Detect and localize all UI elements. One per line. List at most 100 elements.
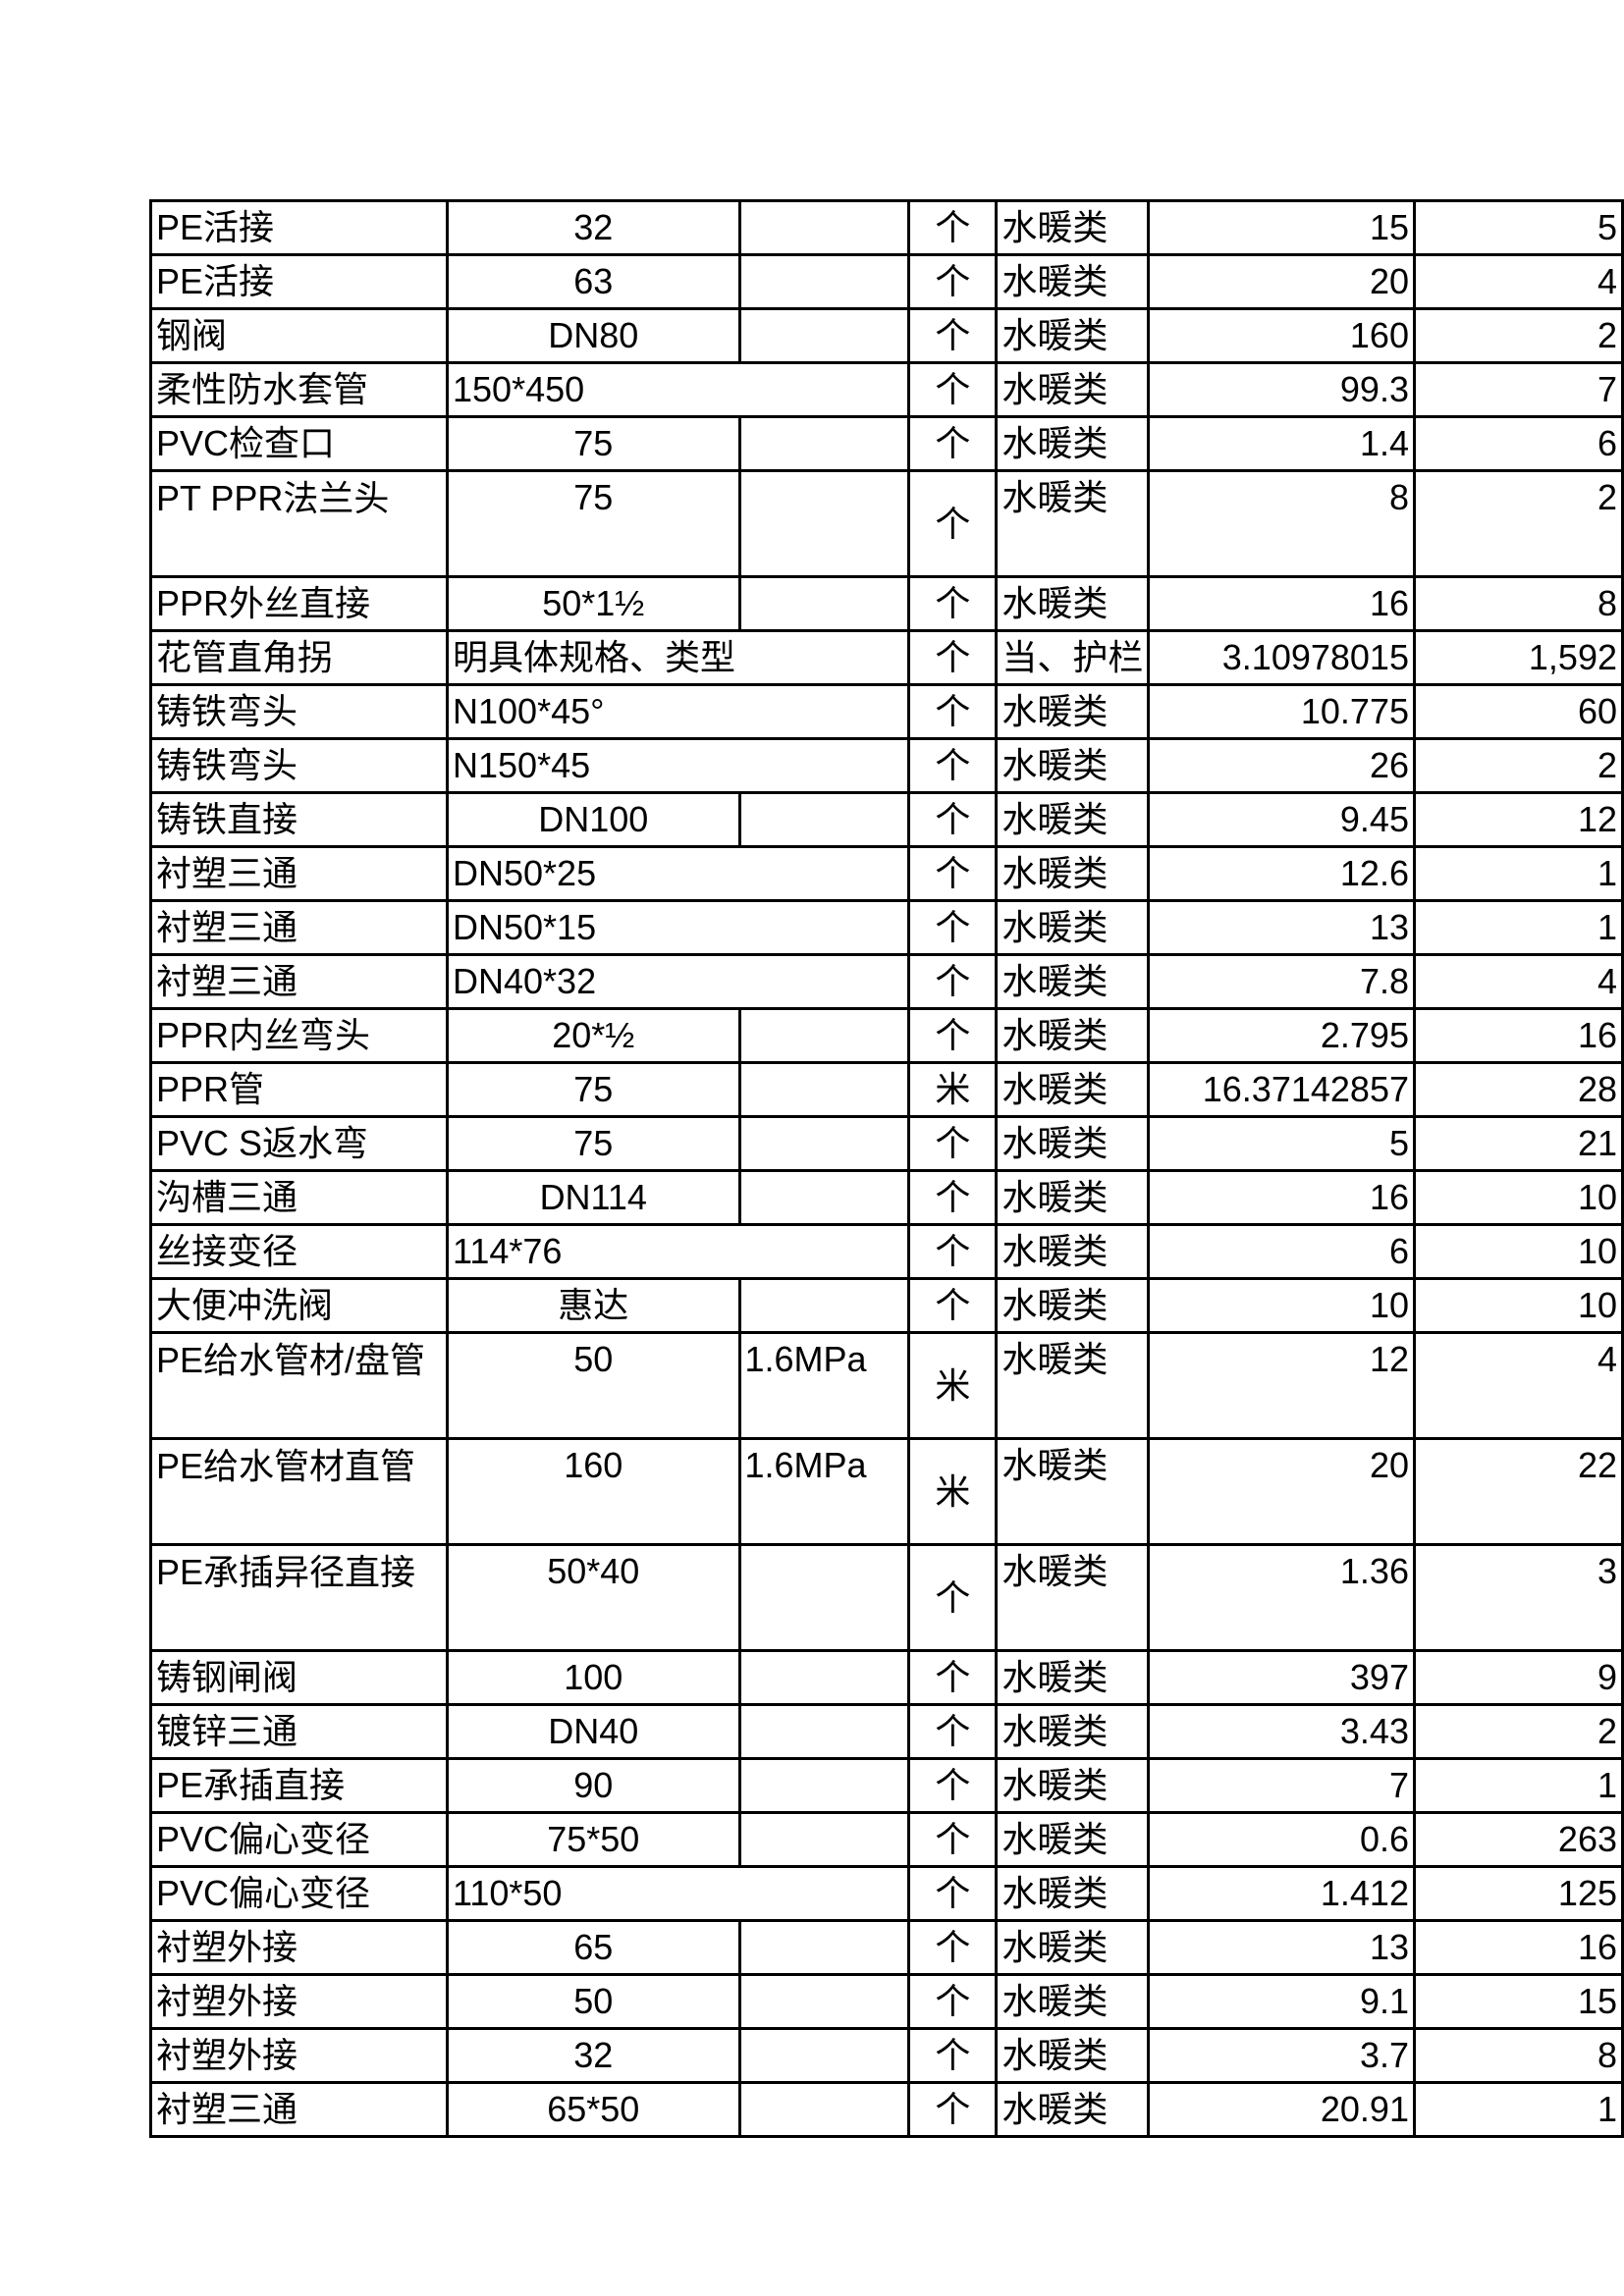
quantity-cell: 28	[1412, 1061, 1624, 1118]
spec-cell: 65*50	[446, 2081, 741, 2138]
price-cell: 9.1	[1147, 1973, 1416, 2030]
pressure-cell	[739, 1223, 911, 1280]
item-name-cell: PPR管	[149, 1061, 449, 1118]
unit-cell: 个	[907, 1007, 999, 1064]
pressure-cell	[737, 2081, 911, 2138]
price-cell: 7.8	[1147, 953, 1416, 1010]
table-row: PE给水管材直管 160 1.6MPa 米水暖类 20 22	[149, 1437, 1624, 1546]
spec-cell: 75	[446, 1115, 741, 1172]
pressure-cell	[737, 1811, 911, 1868]
spec-cell: DN114	[446, 1169, 741, 1226]
pressure-cell	[739, 845, 911, 902]
price-cell: 13	[1147, 1919, 1416, 1976]
item-name-cell: 衬塑三通	[149, 845, 449, 902]
quantity-cell: 22	[1412, 1437, 1624, 1546]
spec-cell: 50	[446, 1331, 741, 1440]
table-row: 铸铁弯头 N100*45° 个水暖类 10.775 60	[149, 683, 1624, 740]
unit-cell: 个	[907, 737, 999, 794]
unit-cell: 个	[907, 953, 999, 1010]
quantity-cell: 1,592	[1412, 629, 1624, 686]
quantity-cell: 1	[1412, 899, 1624, 956]
pressure-cell	[737, 307, 911, 364]
category-cell: 水暖类	[995, 1865, 1151, 1922]
item-name-cell: PVC偏心变径	[149, 1865, 449, 1922]
unit-cell: 个	[907, 469, 999, 578]
spec-cell: 32	[446, 199, 741, 256]
price-cell: 8	[1147, 469, 1416, 578]
item-name-cell: 钢阀	[149, 307, 449, 364]
pressure-cell	[737, 253, 911, 310]
unit-cell: 个	[907, 199, 999, 256]
table-row: PT PPR法兰头 75 个水暖类 8 2	[149, 469, 1624, 578]
item-name-cell: PE承插直接	[149, 1757, 449, 1814]
table-row: 衬塑外接 65 个水暖类 13 16	[149, 1919, 1624, 1976]
table-row: 钢阀 DN80 个水暖类 160 2	[149, 307, 1624, 364]
price-cell: 1.36	[1147, 1543, 1416, 1652]
price-cell: 12	[1147, 1331, 1416, 1440]
category-cell: 水暖类	[995, 1007, 1151, 1064]
quantity-cell: 1	[1412, 2081, 1624, 2138]
quantity-cell: 1	[1412, 1757, 1624, 1814]
table-row: PE活接 32 个水暖类 15 5	[149, 199, 1624, 256]
table-row: PE给水管材/盘管 50 1.6MPa 米水暖类 12 4	[149, 1331, 1624, 1440]
category-cell: 水暖类	[995, 2027, 1151, 2084]
pressure-cell	[737, 1169, 911, 1226]
category-cell: 水暖类	[995, 737, 1151, 794]
unit-cell: 个	[907, 1649, 999, 1706]
price-cell: 16	[1147, 1169, 1416, 1226]
price-cell: 20	[1147, 1437, 1416, 1546]
pressure-cell	[737, 1007, 911, 1064]
spec-cell: 65	[446, 1919, 741, 1976]
category-cell: 当、护栏	[995, 629, 1151, 686]
unit-cell: 米	[907, 1061, 999, 1118]
pressure-cell	[739, 683, 911, 740]
pressure-cell	[737, 1277, 911, 1334]
table-row: PPR管 75 米水暖类 16.37142857 28	[149, 1061, 1624, 1118]
category-cell: 水暖类	[995, 1811, 1151, 1868]
unit-cell: 个	[907, 683, 999, 740]
item-name-cell: 铸铁弯头	[149, 737, 449, 794]
item-name-cell: 铸铁弯头	[149, 683, 449, 740]
category-cell: 水暖类	[995, 307, 1151, 364]
spec-cell: 100	[446, 1649, 741, 1706]
table-row: PPR内丝弯头 20*½ 个水暖类 2.795 16	[149, 1007, 1624, 1064]
spec-cell: N150*45	[446, 737, 740, 794]
spec-cell: DN40*32	[446, 953, 740, 1010]
item-name-cell: 沟槽三通	[149, 1169, 449, 1226]
table-row: 衬塑三通 DN50*25 个水暖类 12.6 1	[149, 845, 1624, 902]
pressure-cell	[737, 1543, 911, 1652]
materials-table: PE活接 32 个水暖类 15 5 PE活接 63 个水暖类 20 4 钢阀 DN80 个水暖类 160 2…	[149, 199, 1624, 2138]
unit-cell: 个	[907, 1865, 999, 1922]
pressure-cell	[737, 1919, 911, 1976]
pressure-cell	[737, 1115, 911, 1172]
spec-cell: 114*76	[446, 1223, 740, 1280]
unit-cell: 个	[907, 361, 999, 418]
unit-cell: 个	[907, 307, 999, 364]
price-cell: 1.4	[1147, 415, 1416, 472]
spec-cell: 明具体规格、类型	[446, 629, 740, 686]
pressure-cell	[737, 1703, 911, 1760]
table-row: 衬塑三通 DN40*32 个水暖类 7.8 4	[149, 953, 1624, 1010]
pressure-cell	[737, 415, 911, 472]
quantity-cell: 12	[1412, 791, 1624, 848]
quantity-cell: 2	[1412, 469, 1624, 578]
quantity-cell: 263	[1412, 1811, 1624, 1868]
unit-cell: 个	[907, 2081, 999, 2138]
unit-cell: 个	[907, 1919, 999, 1976]
table-row: PE承插异径直接 50*40 个水暖类 1.36 3	[149, 1543, 1624, 1652]
item-name-cell: PE活接	[149, 253, 449, 310]
unit-cell: 个	[907, 1169, 999, 1226]
table-row: PVC偏心变径 110*50 个水暖类 1.412 125	[149, 1865, 1624, 1922]
item-name-cell: 大便冲洗阀	[149, 1277, 449, 1334]
quantity-cell: 8	[1412, 575, 1624, 632]
item-name-cell: PPR内丝弯头	[149, 1007, 449, 1064]
pressure-cell	[739, 737, 911, 794]
quantity-cell: 3	[1412, 1543, 1624, 1652]
price-cell: 10.775	[1147, 683, 1416, 740]
unit-cell: 个	[907, 1543, 999, 1652]
category-cell: 水暖类	[995, 683, 1151, 740]
unit-cell: 个	[907, 1223, 999, 1280]
table-row: 沟槽三通 DN114 个水暖类 16 10	[149, 1169, 1624, 1226]
price-cell: 3.43	[1147, 1703, 1416, 1760]
item-name-cell: PE承插异径直接	[149, 1543, 449, 1652]
